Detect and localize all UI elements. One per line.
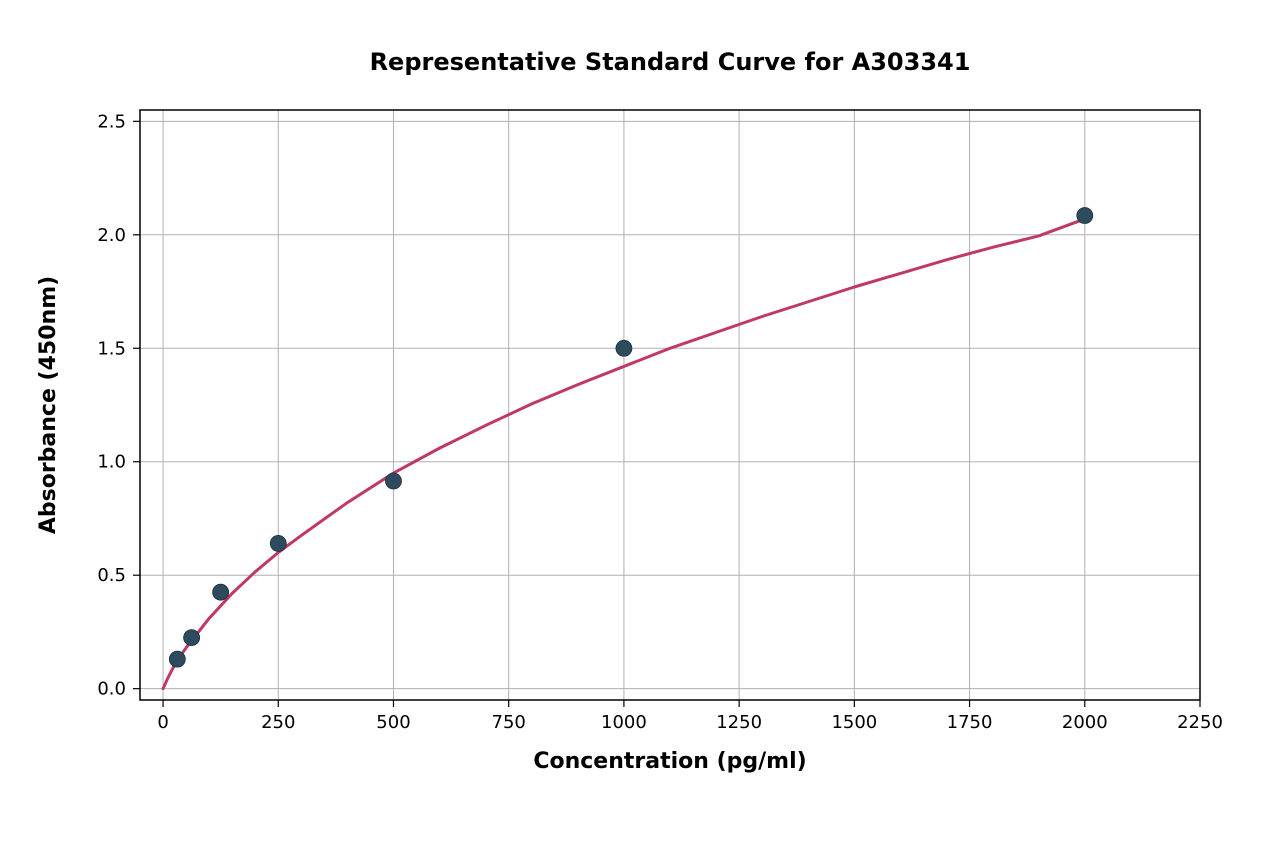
chart-title: Representative Standard Curve for A30334…: [370, 48, 971, 76]
x-tick-label: 1500: [831, 712, 877, 733]
y-axis-label: Absorbance (450nm): [36, 276, 61, 534]
data-point: [184, 630, 200, 646]
x-tick-label: 1250: [716, 712, 762, 733]
y-tick-label: 2.0: [97, 225, 126, 246]
x-tick-label: 1750: [947, 712, 993, 733]
y-tick-label: 1.5: [97, 338, 126, 359]
x-tick-label: 750: [492, 712, 526, 733]
chart-container: 0 250 500 750 1000 1250 1500 1750 2000 2250 0.0 0.5…: [0, 0, 1280, 845]
data-point: [213, 584, 229, 600]
x-tick-label: 2250: [1177, 712, 1223, 733]
data-point: [385, 473, 401, 489]
data-point: [1077, 208, 1093, 224]
x-tick-label: 2000: [1062, 712, 1108, 733]
y-tick-label: 0.0: [97, 679, 126, 700]
chart-svg: 0 250 500 750 1000 1250 1500 1750 2000 2250 0.0 0.5…: [0, 0, 1280, 845]
data-point: [169, 651, 185, 667]
x-tick-label: 1000: [601, 712, 647, 733]
y-tick-label: 1.0: [97, 452, 126, 473]
x-tick-label: 500: [376, 712, 410, 733]
x-tick-label: 250: [261, 712, 295, 733]
y-tick-label: 2.5: [97, 111, 126, 132]
data-point: [270, 535, 286, 551]
x-axis-label: Concentration (pg/ml): [533, 749, 806, 774]
data-point: [616, 340, 632, 356]
x-tick-label: 0: [157, 712, 168, 733]
y-tick-label: 0.5: [97, 565, 126, 586]
